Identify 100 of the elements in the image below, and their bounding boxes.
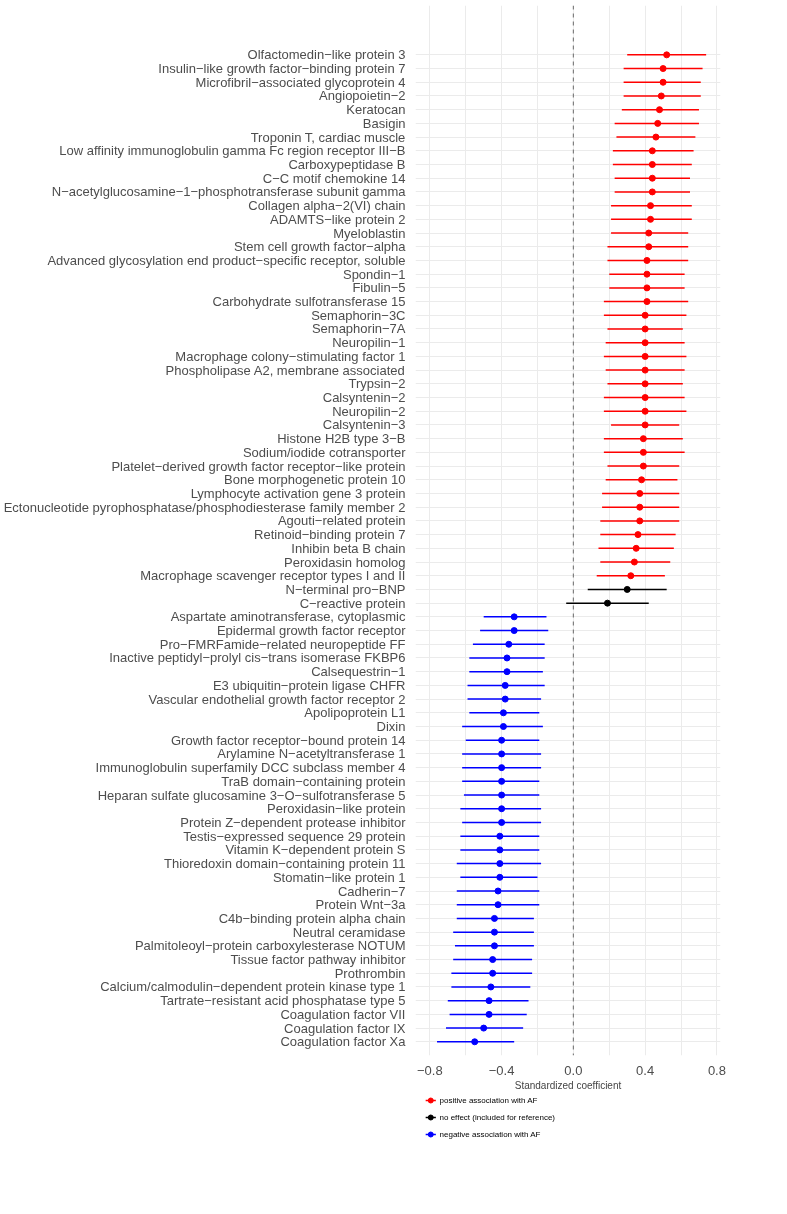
y-tick-label: Growth factor receptor−bound protein 14 xyxy=(171,732,406,748)
point xyxy=(648,174,656,182)
point xyxy=(636,503,644,511)
y-tick-label: Semaphorin−3C xyxy=(311,307,406,323)
y-tick-label: Calsequestrin−1 xyxy=(311,664,406,680)
y-tick-label: Carboxypeptidase B xyxy=(288,157,406,173)
point xyxy=(623,585,631,593)
y-tick-label: C4b−binding protein alpha chain xyxy=(218,910,406,926)
point xyxy=(638,476,646,484)
point xyxy=(490,928,498,936)
y-tick-label: Apolipoprotein L1 xyxy=(304,705,406,721)
point xyxy=(499,709,507,717)
point xyxy=(630,558,638,566)
y-tick-label: Tissue factor pathway inhibitor xyxy=(230,952,407,968)
legend-label: no effect (included for reference) xyxy=(439,1113,556,1122)
point xyxy=(641,325,649,333)
point xyxy=(480,1024,488,1032)
point xyxy=(490,942,498,950)
y-tick-label: Histone H2B type 3−B xyxy=(277,431,406,447)
point xyxy=(471,1038,479,1046)
point xyxy=(498,777,506,785)
point xyxy=(627,572,635,580)
point xyxy=(496,832,504,840)
y-tick-label: Stem cell growth factor−alpha xyxy=(233,239,407,255)
point xyxy=(636,490,644,497)
point xyxy=(496,860,504,868)
point xyxy=(498,791,506,799)
y-tick-label: Dixin xyxy=(376,719,406,735)
point xyxy=(641,407,649,415)
y-tick-label: Trypsin−2 xyxy=(348,376,406,392)
y-tick-label: Peroxidasin−like protein xyxy=(267,801,406,817)
point xyxy=(641,366,649,374)
point xyxy=(498,805,506,813)
point xyxy=(496,846,504,854)
y-tick-label: Immunoglobulin superfamily DCC subclass member 4 xyxy=(95,760,406,776)
x-tick-label: 0.8 xyxy=(707,1062,726,1078)
point xyxy=(643,284,651,292)
point xyxy=(489,969,497,977)
y-tick-label: Thioredoxin domain−containing protein 11 xyxy=(164,856,406,872)
point xyxy=(505,640,513,648)
y-tick-label: Peroxidasin homolog xyxy=(284,554,406,570)
x-tick-label: 0.0 xyxy=(564,1062,583,1078)
point xyxy=(659,65,667,73)
y-tick-label: Calsyntenin−2 xyxy=(322,390,406,406)
y-tick-label: Keratocan xyxy=(346,102,406,118)
y-tick-label: Tartrate−resistant acid phosphatase type 5 xyxy=(160,993,406,1009)
point xyxy=(647,202,655,210)
point xyxy=(648,188,656,196)
point xyxy=(489,956,497,964)
y-tick-label: Bone morphogenetic protein 10 xyxy=(224,472,406,488)
point xyxy=(501,681,509,689)
x-tick-label: −0.4 xyxy=(488,1062,515,1078)
point xyxy=(652,133,660,141)
point xyxy=(503,654,511,662)
point xyxy=(641,380,649,388)
point xyxy=(510,613,518,621)
point xyxy=(632,544,640,552)
point xyxy=(510,627,518,635)
point xyxy=(663,51,671,59)
y-tick-label: Collagen alpha−2(VI) chain xyxy=(248,198,406,214)
point xyxy=(641,394,649,402)
point xyxy=(641,352,649,360)
y-tick-label: Carbohydrate sulfotransferase 15 xyxy=(212,294,406,310)
y-tick-label: Olfactomedin−like protein 3 xyxy=(247,47,406,63)
y-tick-label: Epidermal growth factor receptor xyxy=(216,623,407,639)
point xyxy=(641,339,649,347)
point xyxy=(636,517,644,525)
point xyxy=(494,887,502,895)
point xyxy=(648,161,656,168)
point xyxy=(487,983,495,991)
y-tick-label: Neuropilin−1 xyxy=(332,335,406,351)
y-tick-label: Palmitoleoyl−protein carboxylesterase NOTUM xyxy=(134,938,406,954)
y-tick-label: Spondin−1 xyxy=(342,266,406,282)
point xyxy=(485,1010,493,1018)
point xyxy=(648,147,656,155)
point xyxy=(641,311,649,319)
point xyxy=(647,215,655,223)
y-tick-label: Myeloblastin xyxy=(333,225,406,241)
point xyxy=(639,462,647,470)
point xyxy=(498,764,506,772)
x-axis-title: Standardized coefficient xyxy=(514,1079,622,1091)
point xyxy=(494,901,502,909)
y-tick-label: Retinoid−binding protein 7 xyxy=(254,527,406,543)
point xyxy=(643,256,651,264)
point xyxy=(498,818,506,826)
legend-label: positive association with AF xyxy=(439,1096,538,1105)
point xyxy=(643,270,651,278)
y-tick-label: Protein Wnt−3a xyxy=(315,897,407,913)
point xyxy=(634,531,642,539)
point xyxy=(656,106,663,114)
point xyxy=(499,723,507,731)
point xyxy=(645,243,653,251)
point xyxy=(503,668,511,676)
x-tick-label: 0.4 xyxy=(636,1062,655,1078)
y-tick-label: N−acetylglucosamine−1−phosphotransferase subunit gamma xyxy=(51,184,407,200)
point xyxy=(485,997,493,1005)
point xyxy=(639,435,647,443)
point xyxy=(654,119,662,127)
x-tick-label: −0.8 xyxy=(417,1062,443,1078)
point xyxy=(490,914,498,922)
